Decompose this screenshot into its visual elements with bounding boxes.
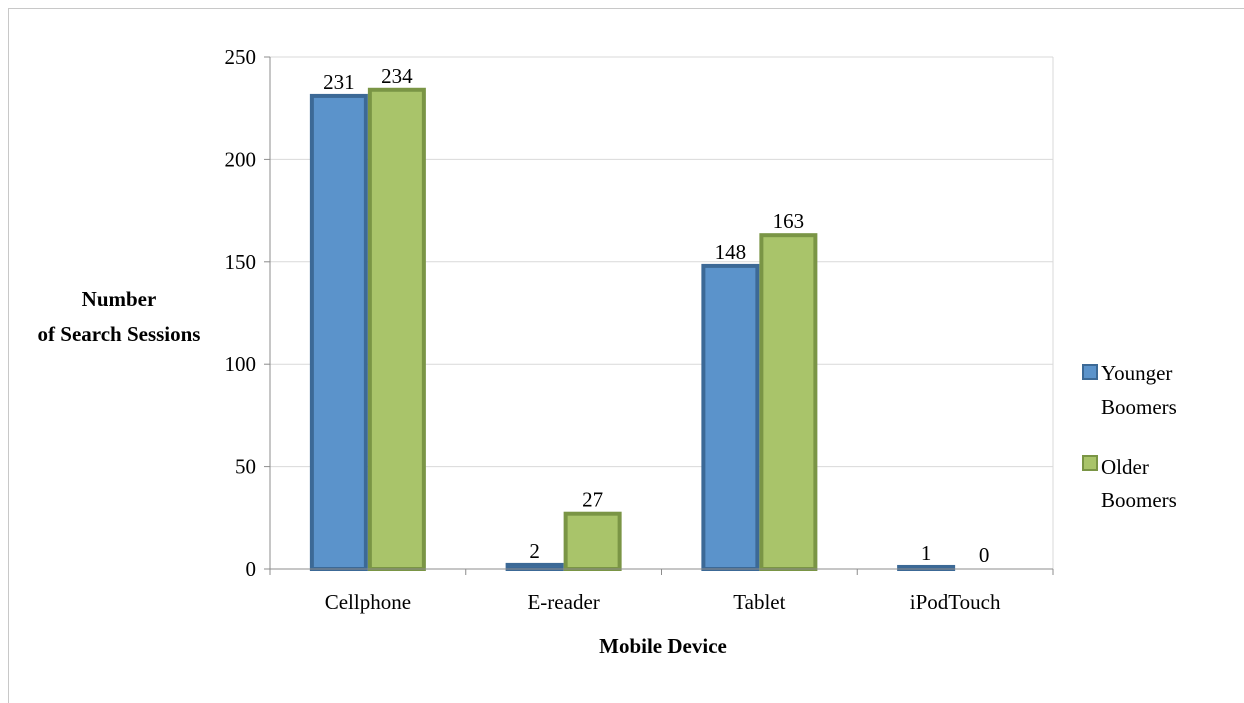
y-axis-title-line-1: Number	[82, 287, 157, 311]
legend-label-older-boomers-line-2: Boomers	[1101, 488, 1177, 512]
axes	[264, 56, 1054, 575]
frame-top-border	[8, 8, 1244, 9]
y-axis-title-line-2: of Search Sessions	[38, 322, 201, 346]
legend-label-older-boomers-line-1: Older	[1101, 455, 1149, 479]
legend-swatch-younger-boomers	[1082, 364, 1098, 380]
y-tick-labels: 0 50 100 150 200 250	[225, 45, 257, 581]
data-label: 148	[715, 240, 747, 264]
data-label: 2	[529, 539, 540, 563]
bar-older-boomers-tablet	[759, 233, 818, 571]
data-label: 27	[582, 488, 603, 512]
y-tick-label: 200	[225, 147, 257, 171]
legend-swatch-older-boomers	[1082, 455, 1098, 471]
data-label: 231	[323, 70, 355, 94]
bar-older-boomers-cellphone	[367, 87, 426, 571]
bar-older-boomers-e-reader	[563, 511, 622, 571]
legend-label-younger-boomers-line-2: Boomers	[1101, 395, 1177, 419]
data-label: 0	[979, 543, 990, 567]
data-label: 234	[381, 64, 413, 88]
bar-younger-boomers-cellphone	[309, 93, 368, 572]
data-label: 163	[773, 209, 805, 233]
bar-younger-boomers-tablet	[701, 263, 760, 571]
y-tick-label: 0	[246, 557, 257, 581]
legend: Younger Boomers Older Boomers	[1082, 361, 1177, 512]
x-axis-title: Mobile Device	[599, 634, 727, 658]
bars	[309, 87, 956, 572]
y-tick-label: 150	[225, 250, 257, 274]
y-tick-label: 250	[225, 45, 257, 69]
frame-left-border	[8, 8, 9, 703]
x-tick-label: iPodTouch	[910, 590, 1001, 614]
gridlines	[270, 56, 1054, 569]
y-tick-label: 100	[225, 352, 257, 376]
legend-label-younger-boomers-line-1: Younger	[1101, 361, 1172, 385]
x-tick-labels: Cellphone E-reader Tablet iPodTouch	[325, 590, 1001, 614]
x-tick-label: Cellphone	[325, 590, 411, 614]
x-tick-label: Tablet	[733, 590, 785, 614]
bar-younger-boomers-e-reader	[505, 562, 564, 571]
data-label: 1	[921, 541, 932, 565]
data-labels: 231 2 148 1 234 27 163 0	[323, 64, 989, 567]
x-tick-label: E-reader	[527, 590, 599, 614]
y-tick-label: 50	[235, 455, 256, 479]
